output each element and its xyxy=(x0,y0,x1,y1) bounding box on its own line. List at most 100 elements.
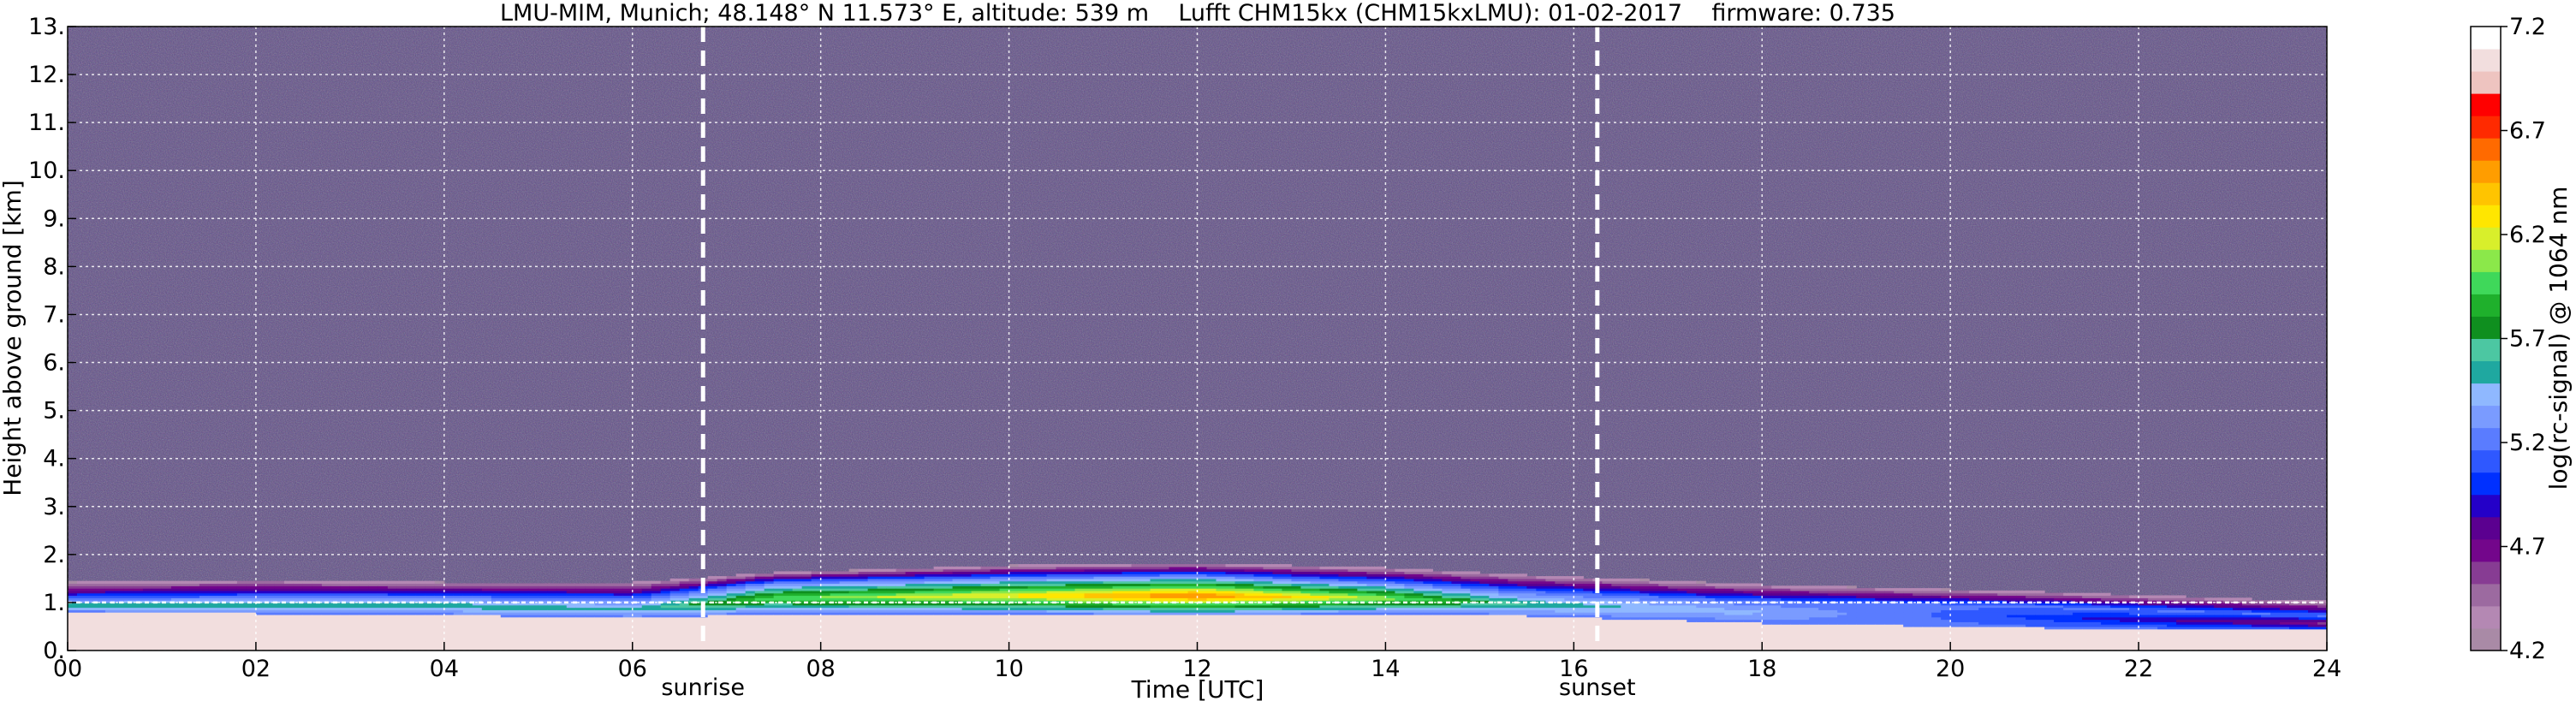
heat-cell xyxy=(509,645,521,649)
heat-cell xyxy=(1385,604,1396,609)
heat-cell xyxy=(434,621,445,625)
heat-cell xyxy=(1338,624,1349,627)
heat-cell xyxy=(1206,645,1217,649)
heat-cell xyxy=(1404,571,1415,574)
heat-cell xyxy=(1404,640,1415,645)
heat-cell xyxy=(1112,628,1123,633)
heat-cell xyxy=(1216,643,1227,646)
heat-cell xyxy=(1508,648,1518,651)
heat-cell xyxy=(1027,607,1038,610)
heat-cell xyxy=(86,643,97,646)
heat-cell xyxy=(1206,597,1217,601)
heat-cell xyxy=(688,609,699,613)
heat-cell xyxy=(189,616,200,621)
heat-cell xyxy=(104,609,116,613)
heat-cell xyxy=(952,645,963,649)
heat-cell xyxy=(1150,564,1161,567)
heat-cell xyxy=(1319,571,1330,574)
heat-cell xyxy=(848,633,860,637)
heat-cell xyxy=(368,604,379,609)
heat-cell xyxy=(1018,624,1029,627)
heat-cell xyxy=(1253,624,1264,627)
heat-cell xyxy=(95,602,106,606)
heat-cell xyxy=(1282,645,1293,649)
heat-cell xyxy=(801,597,812,601)
heat-cell xyxy=(1498,578,1508,582)
heat-cell xyxy=(170,648,181,651)
heat-cell xyxy=(1404,638,1415,642)
heat-cell xyxy=(1442,612,1452,615)
heat-cell xyxy=(519,616,530,621)
heat-cell xyxy=(142,590,153,594)
heat-cell xyxy=(905,583,916,586)
heat-cell xyxy=(528,597,539,601)
heat-cell xyxy=(943,592,954,597)
heat-cell xyxy=(161,619,172,622)
heat-cell xyxy=(415,626,426,630)
heat-cell xyxy=(745,602,756,606)
heat-cell xyxy=(811,626,822,630)
heat-cell xyxy=(848,609,860,613)
heat-cell xyxy=(952,585,963,589)
heat-cell xyxy=(792,643,803,646)
heat-cell xyxy=(924,626,935,630)
heat-cell xyxy=(820,604,831,609)
heat-cell xyxy=(1206,643,1217,646)
heat-cell xyxy=(538,631,549,634)
heat-cell xyxy=(990,580,1001,585)
heat-cell xyxy=(1395,597,1406,601)
heat-cell xyxy=(1526,626,1537,630)
heat-cell xyxy=(208,580,219,585)
heat-cell xyxy=(1037,595,1048,598)
heat-cell xyxy=(443,645,455,649)
heat-cell xyxy=(302,638,313,642)
heat-cell xyxy=(735,626,747,630)
heat-cell xyxy=(1395,568,1406,573)
heat-cell xyxy=(462,588,473,591)
heat-cell xyxy=(283,616,294,621)
heat-cell xyxy=(1347,612,1359,615)
heat-cell xyxy=(660,633,671,637)
heat-cell xyxy=(1046,624,1057,627)
heat-cell xyxy=(1008,631,1020,634)
heat-cell xyxy=(782,638,794,642)
heat-cell xyxy=(387,616,398,621)
heat-cell xyxy=(858,578,869,582)
heat-cell xyxy=(867,612,878,615)
heat-cell xyxy=(971,576,982,579)
heat-cell xyxy=(820,607,831,610)
heat-cell xyxy=(745,592,756,597)
heat-cell xyxy=(1357,585,1368,589)
heat-cell xyxy=(839,580,850,585)
heat-cell xyxy=(914,643,925,646)
heat-cell xyxy=(801,645,812,649)
heat-cell xyxy=(943,607,954,610)
heat-cell xyxy=(491,612,502,615)
heat-cell xyxy=(914,576,925,579)
heat-cell xyxy=(1121,585,1133,589)
heat-cell xyxy=(622,614,634,618)
heat-cell xyxy=(1131,564,1142,567)
heat-cell xyxy=(86,600,97,603)
heat-cell xyxy=(1395,624,1406,627)
heat-cell xyxy=(820,628,831,633)
heat-cell xyxy=(1461,648,1471,651)
heat-cell xyxy=(952,604,963,609)
heat-cell xyxy=(189,633,200,637)
heat-cell xyxy=(340,602,351,606)
heat-cell xyxy=(1442,628,1452,633)
heat-cell xyxy=(886,640,897,645)
heat-cell xyxy=(801,592,812,597)
heat-cell xyxy=(1074,595,1086,598)
heat-cell xyxy=(792,583,803,586)
heat-cell xyxy=(745,614,756,618)
heat-cell xyxy=(68,624,78,627)
heat-cell xyxy=(246,604,257,609)
heat-cell xyxy=(1225,643,1236,646)
heat-cell xyxy=(293,590,304,594)
heat-cell xyxy=(425,638,436,642)
heat-cell xyxy=(717,648,728,651)
heat-cell xyxy=(330,643,342,646)
heat-cell xyxy=(1395,648,1406,651)
heat-cell xyxy=(1404,600,1415,603)
